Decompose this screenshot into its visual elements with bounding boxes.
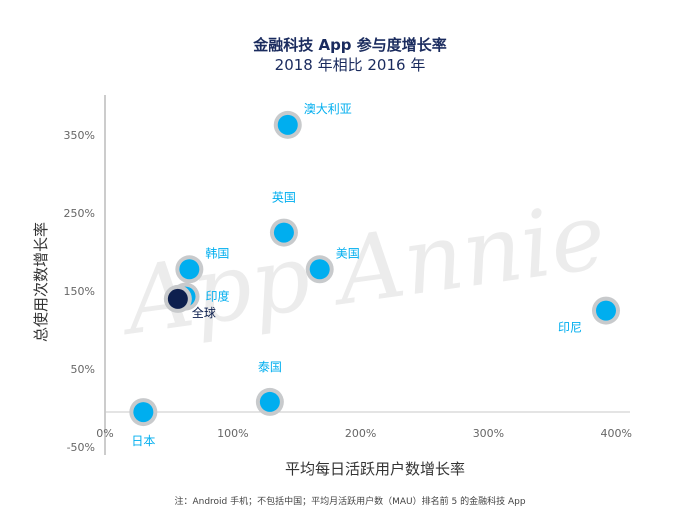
point-label: 泰国 [258,360,282,374]
y-tick-label: -50% [67,441,95,454]
data-point [595,300,616,321]
point-label: 印尼 [558,321,582,335]
chart-subtitle: 2018 年相比 2016 年 [274,56,426,74]
data-point [273,222,294,243]
x-tick-label: 100% [217,427,248,440]
data-point [277,114,298,135]
point-label: 美国 [336,246,360,260]
x-axis-title: 平均每日活跃用户数增长率 [285,460,465,478]
chart-title: 金融科技 App 参与度增长率 [253,36,447,54]
x-tick-label: 0% [96,427,113,440]
point-label: 澳大利亚 [304,102,352,116]
y-axis-title: 总使用次数增长率 [32,222,50,342]
x-tick-label: 400% [600,427,631,440]
x-tick-label: 300% [473,427,504,440]
data-point [167,288,188,309]
point-label: 日本 [131,434,155,448]
point-label: 英国 [272,191,296,205]
data-point [179,259,200,280]
data-point [309,259,330,280]
x-tick-label: 200% [345,427,376,440]
footnote: 注：Android 手机；不包括中国；平均月活跃用户数（MAU）排名前 5 的金… [174,497,526,507]
data-point [133,402,154,423]
point-label: 印度 [206,289,230,304]
y-tick-label: 250% [64,207,95,220]
point-label: 全球 [192,305,216,320]
y-tick-label: 350% [64,129,95,142]
y-tick-label: 50% [71,363,95,376]
point-label: 韩国 [205,245,229,260]
scatter-chart: App Annie 0% 100% 200% 300% 400%-50%50%150%2… [32,95,632,478]
y-tick-label: 150% [64,285,95,298]
data-point [259,391,280,412]
